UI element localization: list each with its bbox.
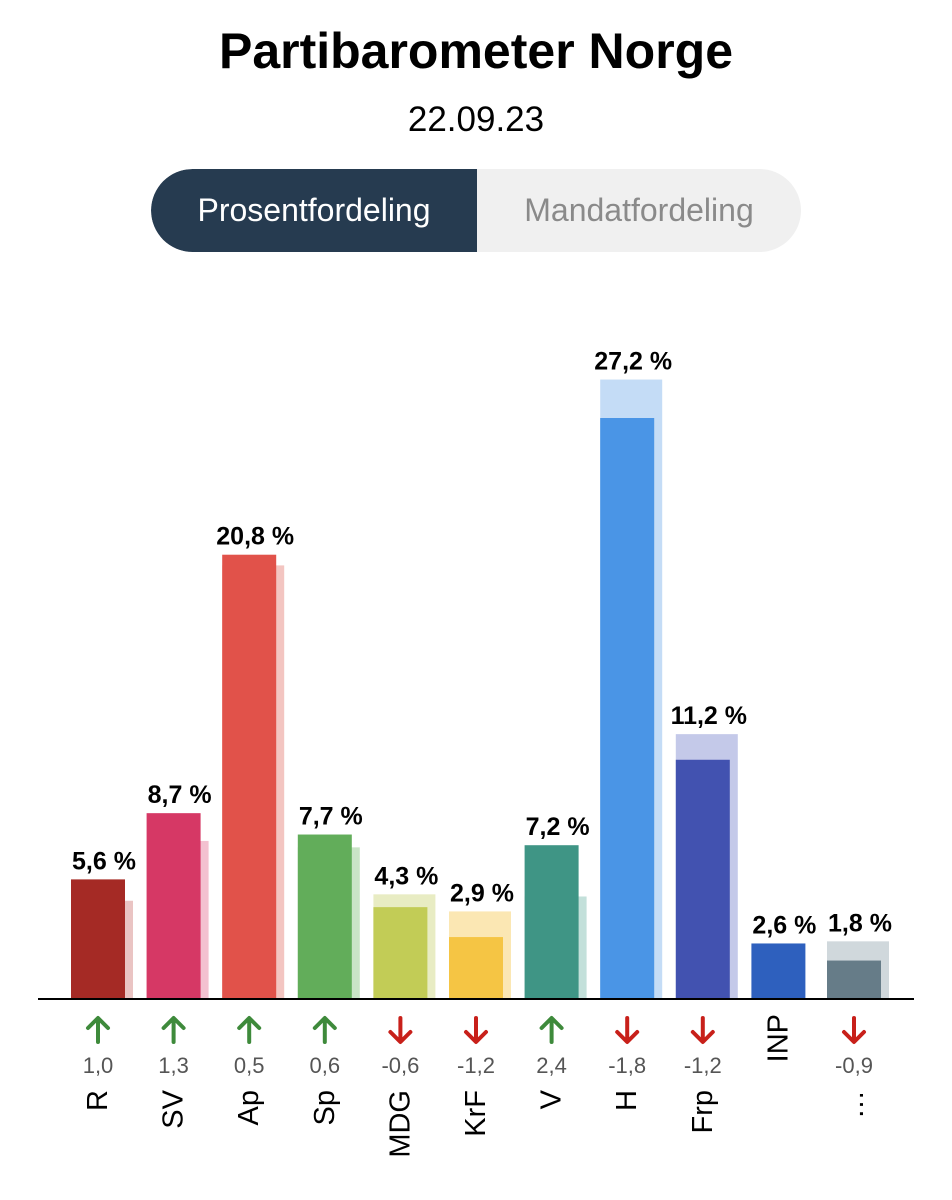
tab-mandatfordeling[interactable]: Mandatfordeling bbox=[524, 192, 754, 228]
category-label-7: H bbox=[611, 1090, 643, 1111]
tab-prosentfordeling[interactable]: Prosentfordeling bbox=[151, 169, 477, 252]
bar-5 bbox=[449, 937, 503, 999]
arrow-down-icon-7 bbox=[615, 1016, 640, 1044]
value-label-7: 27,2 % bbox=[594, 348, 672, 376]
change-label-8: -1,2 bbox=[684, 1053, 722, 1078]
value-label-4: 4,3 % bbox=[374, 862, 438, 890]
bar-1 bbox=[146, 813, 201, 999]
value-label-1: 8,7 % bbox=[148, 781, 212, 809]
value-label-9: 2,6 % bbox=[752, 911, 816, 939]
value-label-2: 20,8 % bbox=[216, 523, 294, 551]
bar-6 bbox=[524, 845, 579, 999]
category-label-6: V bbox=[536, 1089, 568, 1109]
page-title: Partibarometer Norge bbox=[218, 23, 734, 79]
arrow-up-icon-1 bbox=[161, 1016, 186, 1044]
change-label-2: 0,5 bbox=[234, 1053, 265, 1078]
bar-0 bbox=[71, 879, 125, 999]
change-label-7: -1,8 bbox=[608, 1053, 646, 1078]
bar-8 bbox=[675, 759, 730, 999]
arrow-up-icon-6 bbox=[539, 1016, 564, 1044]
change-label-3: 0,6 bbox=[310, 1053, 341, 1078]
value-label-8: 11,2 % bbox=[671, 702, 747, 730]
arrow-down-icon-10 bbox=[842, 1016, 866, 1044]
category-label-0: R bbox=[82, 1090, 114, 1111]
category-label-5: KrF bbox=[460, 1090, 492, 1137]
change-label-6: 2,4 bbox=[536, 1053, 567, 1078]
value-label-3: 7,7 % bbox=[299, 803, 363, 831]
bar-3 bbox=[297, 834, 352, 999]
poll-date: 22.09.23 bbox=[407, 100, 545, 139]
category-label-4: MDG bbox=[384, 1090, 416, 1158]
value-label-6: 7,2 % bbox=[526, 813, 590, 841]
category-label-1: SV bbox=[158, 1089, 190, 1128]
bar-10 bbox=[827, 960, 881, 999]
arrow-up-icon-3 bbox=[312, 1016, 337, 1044]
bar-2 bbox=[222, 554, 277, 999]
category-label-8: Frp bbox=[687, 1090, 719, 1134]
value-label-10: 1,8 % bbox=[828, 909, 892, 937]
change-label-4: -0,6 bbox=[381, 1053, 419, 1078]
change-label-1: 1,3 bbox=[158, 1053, 189, 1078]
value-label-5: 2,9 % bbox=[450, 879, 514, 907]
bar-4 bbox=[373, 907, 428, 999]
arrow-down-icon-8 bbox=[690, 1016, 715, 1044]
change-label-0: 1,0 bbox=[83, 1053, 114, 1078]
change-label-10: -0,9 bbox=[835, 1053, 873, 1078]
arrow-up-icon-2 bbox=[237, 1016, 262, 1044]
arrow-up-icon-0 bbox=[86, 1016, 110, 1044]
category-label-2: Ap bbox=[233, 1090, 265, 1125]
view-toggle: Prosentfordeling Mandatfordeling bbox=[151, 169, 801, 252]
bar-9 bbox=[751, 943, 806, 999]
category-label-9: INP bbox=[762, 1014, 794, 1062]
change-label-5: -1,2 bbox=[457, 1053, 495, 1078]
bar-7 bbox=[600, 418, 655, 999]
category-label-3: Sp bbox=[309, 1090, 341, 1125]
arrow-down-icon-4 bbox=[388, 1016, 413, 1044]
category-label-10: … bbox=[838, 1090, 870, 1119]
arrow-down-icon-5 bbox=[464, 1016, 488, 1044]
value-label-0: 5,6 % bbox=[72, 847, 136, 875]
